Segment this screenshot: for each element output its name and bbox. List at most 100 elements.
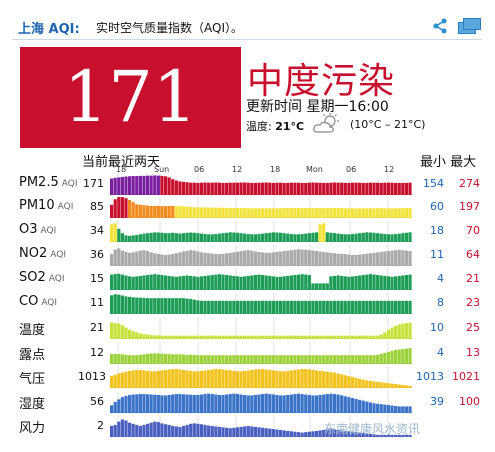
chart-bar — [217, 274, 222, 290]
row-current-value: 171 — [83, 177, 104, 190]
chart-bar — [386, 208, 391, 218]
chart-bar — [343, 276, 347, 290]
chart-bar — [275, 300, 279, 314]
row-min-value: 11 — [430, 248, 444, 261]
chart-bar — [304, 432, 308, 437]
chart-bar — [311, 208, 315, 218]
chart-bar — [264, 233, 268, 242]
chart-bar — [225, 355, 229, 364]
chart-bar — [243, 233, 247, 242]
chart-bar — [171, 354, 175, 364]
row-label-main: 温度 — [19, 323, 46, 338]
chart-bar — [261, 394, 265, 413]
row-max-value: 25 — [466, 321, 480, 334]
chart-bar — [264, 275, 268, 290]
chart-bar — [120, 197, 124, 218]
time-label: 06 — [346, 165, 357, 174]
chart-bar — [347, 254, 351, 266]
row-min-value: 4 — [437, 272, 444, 285]
chart-bar — [379, 208, 383, 218]
chart-bar — [178, 354, 182, 364]
chart-bar — [329, 300, 333, 314]
chart-bar — [142, 275, 146, 290]
chart-bar — [361, 254, 365, 266]
chart-bar — [282, 251, 286, 266]
chart-bar — [271, 276, 275, 290]
chart-bar — [325, 371, 329, 388]
chart-bar — [145, 251, 150, 266]
chart-bar — [243, 355, 247, 364]
chart-bar — [178, 335, 182, 339]
chart-bar — [117, 323, 121, 339]
chart-bar — [250, 369, 254, 388]
chart-bar — [120, 274, 124, 290]
chart-bar — [214, 234, 218, 242]
chart-bar — [397, 406, 401, 413]
chart-bar — [250, 355, 254, 364]
chart-bar — [257, 369, 261, 388]
chart-bar — [250, 208, 254, 218]
chart-bar — [196, 300, 200, 314]
chart-bar — [217, 254, 222, 266]
temperature-range: (10°C – 21°C) — [350, 118, 426, 131]
chart-bar — [185, 182, 189, 195]
chart-bar — [117, 248, 121, 266]
chart-bar — [243, 394, 247, 413]
chart-bar — [361, 335, 365, 339]
chart-bar — [358, 432, 362, 437]
chart-bar — [332, 394, 337, 413]
chart-bar — [235, 276, 240, 290]
chart-bar — [383, 382, 387, 388]
row-chart — [110, 317, 412, 339]
chart-bar — [340, 182, 344, 195]
chart-bar — [214, 335, 218, 339]
chart-bar — [296, 234, 301, 242]
chart-bar — [163, 206, 168, 218]
window-icon[interactable] — [458, 18, 481, 34]
chart-bar — [192, 182, 196, 195]
chart-bar — [379, 382, 383, 388]
chart-bar — [149, 353, 153, 364]
chart-bar — [160, 298, 164, 314]
chart-bar — [127, 422, 132, 437]
chart-bar — [311, 250, 315, 266]
chart-bar — [404, 300, 409, 314]
chart-bar — [138, 275, 142, 290]
chart-bar — [239, 208, 243, 218]
chart-bar — [358, 300, 362, 314]
chart-bar — [127, 355, 132, 364]
chart-bar — [160, 395, 164, 413]
row-label: 温度 — [19, 319, 45, 338]
chart-bar — [217, 335, 222, 339]
chart-bar — [174, 354, 178, 364]
chart-bar — [124, 420, 128, 437]
time-axis: 18 Sun 06 12 18 Mon 06 12 — [110, 164, 412, 177]
chart-bar — [311, 355, 315, 364]
chart-bar — [365, 274, 369, 290]
chart-bar — [221, 182, 225, 195]
row-label-main: NO2 — [19, 246, 48, 261]
chart-bar — [386, 329, 391, 339]
chart-bar — [264, 182, 268, 195]
chart-bar — [289, 431, 293, 437]
chart-bar — [318, 224, 322, 242]
chart-bar — [228, 428, 232, 437]
chart-bar — [394, 234, 398, 242]
chart-bar — [325, 283, 329, 290]
share-icon[interactable] — [432, 18, 448, 34]
chart-bar — [304, 182, 308, 195]
chart-bar — [340, 234, 344, 242]
chart-bar — [210, 426, 214, 437]
chart-bar — [318, 208, 322, 218]
chart-bar — [145, 334, 150, 339]
chart-bar — [250, 182, 254, 195]
chart-bar — [210, 275, 214, 290]
chart-bar — [199, 394, 204, 413]
chart-bar — [217, 300, 222, 314]
chart-bar — [257, 427, 261, 437]
chart-bar — [397, 182, 401, 195]
chart-bar — [239, 355, 243, 364]
chart-bar — [271, 252, 275, 266]
chart-bar — [171, 426, 175, 437]
chart-bar — [304, 208, 308, 218]
